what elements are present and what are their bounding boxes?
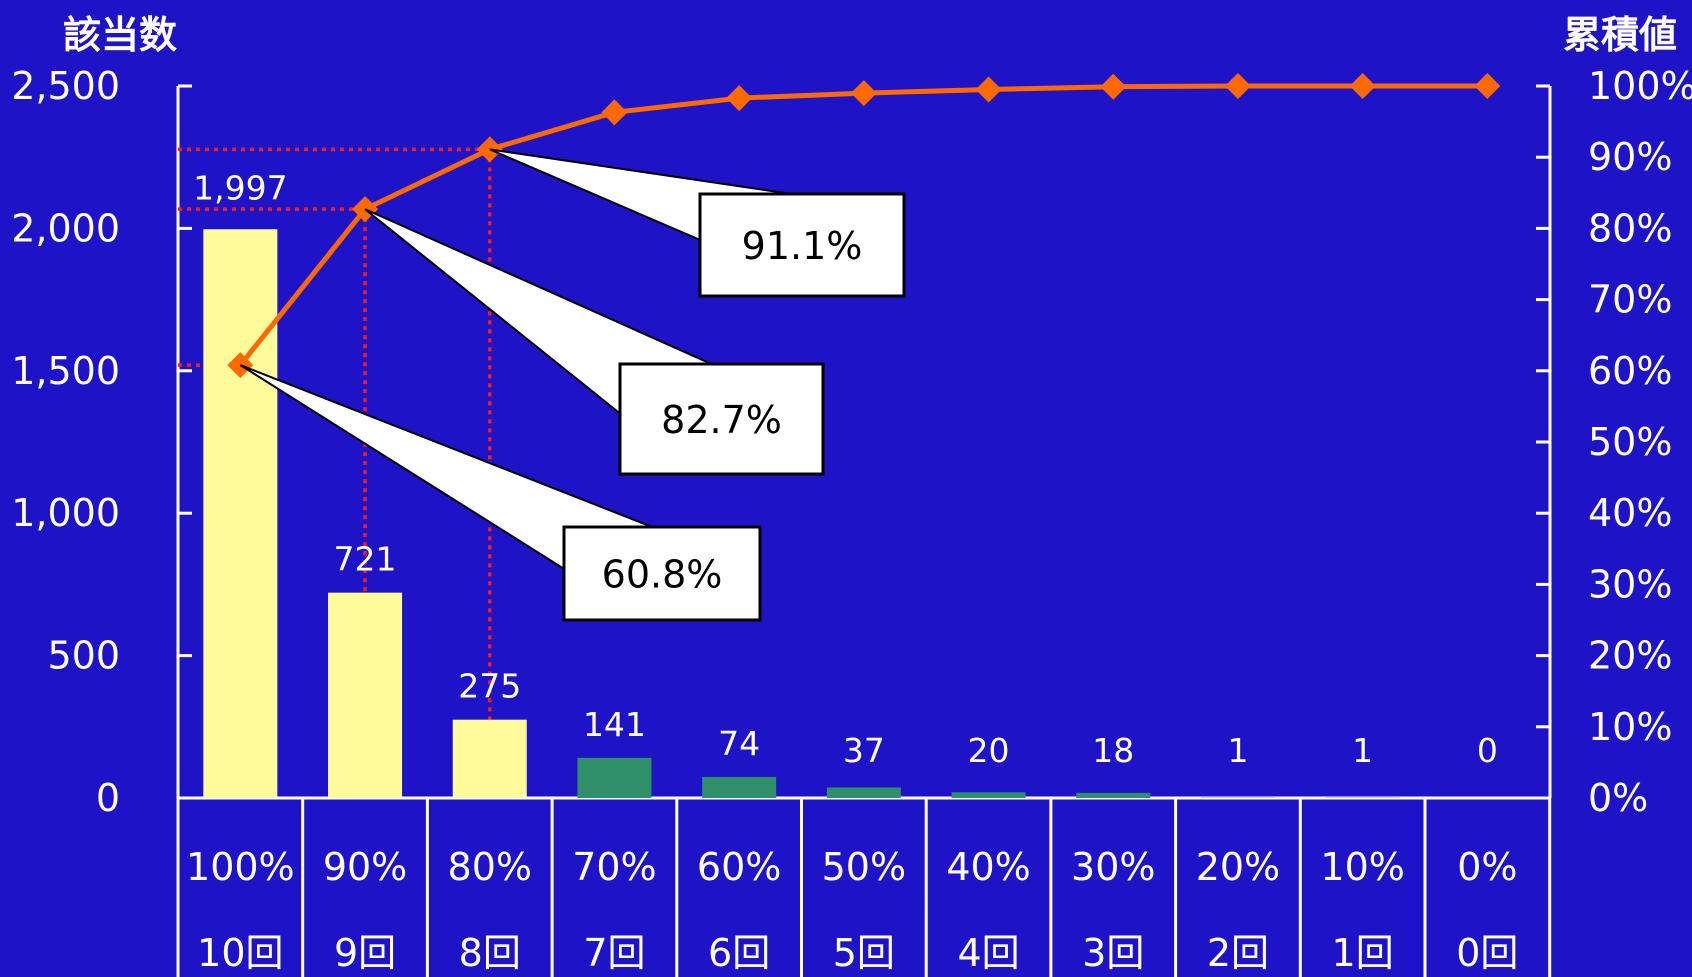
bar (951, 792, 1026, 798)
callout-box (618, 362, 825, 476)
x-rate-label: 70% (572, 845, 656, 889)
y-right-tick-label: 10% (1588, 705, 1672, 749)
cumulative-marker (1224, 73, 1251, 99)
bar (452, 719, 527, 798)
callout-box (698, 192, 906, 298)
x-rate-label: 30% (1071, 845, 1155, 889)
y-left-tick-label: 500 (47, 634, 120, 678)
x-count-label: 7回 (583, 931, 645, 975)
x-rate-label: 0% (1457, 845, 1517, 889)
bar (1076, 792, 1151, 798)
y-left-tick-label: 2,500 (11, 64, 120, 108)
callout: 91.1% (489, 148, 906, 298)
callouts: 91.1% 82.7% 60.8% (239, 148, 906, 622)
x-count-label: 0回 (1456, 931, 1518, 975)
x-count-label: 8回 (459, 931, 521, 975)
y-left-tick-label: 1,500 (11, 349, 120, 393)
x-rate-label: 40% (946, 845, 1030, 889)
y-right-tick-label: 90% (1588, 135, 1672, 179)
cumulative-marker (1474, 73, 1501, 99)
x-count-label: 6回 (708, 931, 770, 975)
y-right-tick-label: 50% (1588, 420, 1672, 464)
y-right-axis-title: 累積値 (1563, 13, 1677, 57)
bar-value-label: 141 (583, 705, 646, 744)
x-count-label: 10回 (197, 931, 283, 975)
bar-value-label: 1,997 (193, 168, 287, 207)
x-rate-label: 90% (323, 845, 407, 889)
x-count-label: 3回 (1082, 931, 1144, 975)
y-right-tick-label: 80% (1588, 206, 1672, 250)
cumulative-line (227, 73, 1501, 379)
x-rate-label: 80% (448, 845, 532, 889)
bar-value-label: 721 (334, 540, 397, 579)
bar-value-label: 1 (1352, 731, 1373, 770)
x-count-label: 2回 (1207, 931, 1269, 975)
y-right-tick-label: 30% (1588, 562, 1672, 606)
y-left-tick-label: 2,000 (11, 206, 120, 250)
x-count-label: 5回 (833, 931, 895, 975)
y-right-tick-label: 60% (1588, 349, 1672, 393)
y-left-tick-label: 1,000 (11, 491, 120, 535)
cumulative-marker (975, 76, 1002, 103)
x-rate-label: 50% (822, 845, 906, 889)
bar-value-label: 20 (968, 731, 1010, 770)
x-axis-labels: 100% 10回 90% 9回 80% 8回 70% 7回 60% 6回 50% 5回 40% 4回 30%… (186, 845, 1518, 975)
x-count-label: 9回 (334, 931, 396, 975)
y-left-axis-title: 該当数 (63, 13, 177, 57)
cumulative-marker (1100, 73, 1127, 100)
x-rate-label: 20% (1196, 845, 1280, 889)
callout: 60.8% (239, 364, 762, 622)
callout: 82.7% (364, 208, 825, 476)
bar-value-label: 74 (718, 724, 760, 763)
bar (328, 592, 403, 798)
bar-value-label: 1 (1227, 731, 1248, 770)
x-rate-label: 10% (1320, 845, 1404, 889)
bar (203, 229, 278, 798)
cumulative-marker (1349, 73, 1376, 99)
bar-value-label: 18 (1092, 731, 1134, 770)
x-rate-label: 100% (186, 845, 295, 889)
callout-label: 91.1% (742, 224, 863, 268)
y-right-tick-label: 40% (1588, 491, 1672, 535)
cumulative-marker (726, 85, 753, 112)
bar (577, 757, 652, 798)
callout-box (562, 525, 762, 622)
cumulative-marker (601, 99, 628, 126)
bar-value-label: 0 (1477, 731, 1498, 770)
y-right-tick-label: 0% (1588, 776, 1648, 820)
y-right-tick-label: 100% (1588, 64, 1692, 108)
bars (203, 229, 1400, 798)
x-count-label: 1回 (1332, 931, 1394, 975)
bar-value-label: 275 (458, 667, 521, 706)
bar-value-labels: 1,997 721 275 141 74 37 20 18 1 1 0 (193, 168, 1498, 770)
callout-label: 60.8% (602, 553, 723, 597)
x-count-label: 4回 (957, 931, 1019, 975)
y-right-tick-label: 70% (1588, 278, 1672, 322)
cumulative-marker (850, 80, 877, 107)
axes: 2,5002,0001,5001,0005000100%90%80%70%60%… (11, 64, 1692, 977)
callout-label: 82.7% (661, 398, 782, 442)
bar (702, 776, 777, 798)
x-rate-label: 60% (697, 845, 781, 889)
y-right-tick-label: 20% (1588, 634, 1672, 678)
bar (826, 787, 901, 798)
y-left-tick-label: 0 (96, 776, 120, 820)
bar-value-label: 37 (843, 731, 885, 770)
